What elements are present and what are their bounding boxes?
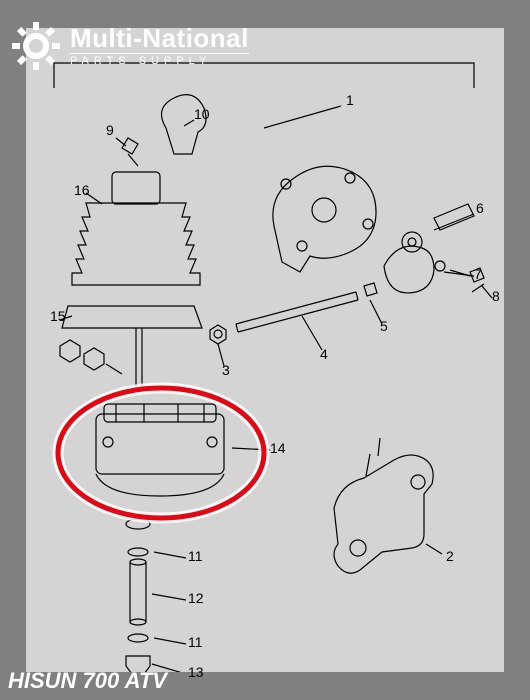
callout-11b: 11 [188, 634, 203, 650]
callout-4: 4 [320, 346, 328, 362]
brand-title: Multi-National [70, 25, 249, 51]
callout-12: 12 [188, 590, 204, 606]
callout-1: 1 [346, 92, 354, 108]
callout-15: 15 [50, 308, 66, 324]
callout-13: 13 [188, 664, 204, 680]
highlight-ellipse [46, 373, 276, 533]
brand-subtitle: PARTS SUPPLY [70, 53, 249, 67]
callout-5: 5 [380, 318, 388, 334]
callout-10: 10 [194, 106, 210, 122]
footer-label: HISUN 700 ATV [8, 668, 167, 694]
brand-logo: Multi-National PARTS SUPPLY [10, 20, 249, 72]
parts-diagram: 1 2 3 4 5 6 7 8 9 10 11 11 12 13 14 15 1… [26, 28, 504, 672]
callout-2: 2 [446, 548, 454, 564]
brand-text: Multi-National PARTS SUPPLY [70, 25, 249, 67]
callout-16: 16 [74, 182, 90, 198]
callout-7: 7 [474, 266, 482, 282]
gear-icon [10, 20, 62, 72]
callout-9: 9 [106, 122, 114, 138]
callout-11: 11 [188, 548, 203, 564]
callout-6: 6 [476, 200, 484, 216]
diagram-svg [26, 28, 504, 672]
image-container: Multi-National PARTS SUPPLY [0, 0, 530, 700]
callout-8: 8 [492, 288, 500, 304]
